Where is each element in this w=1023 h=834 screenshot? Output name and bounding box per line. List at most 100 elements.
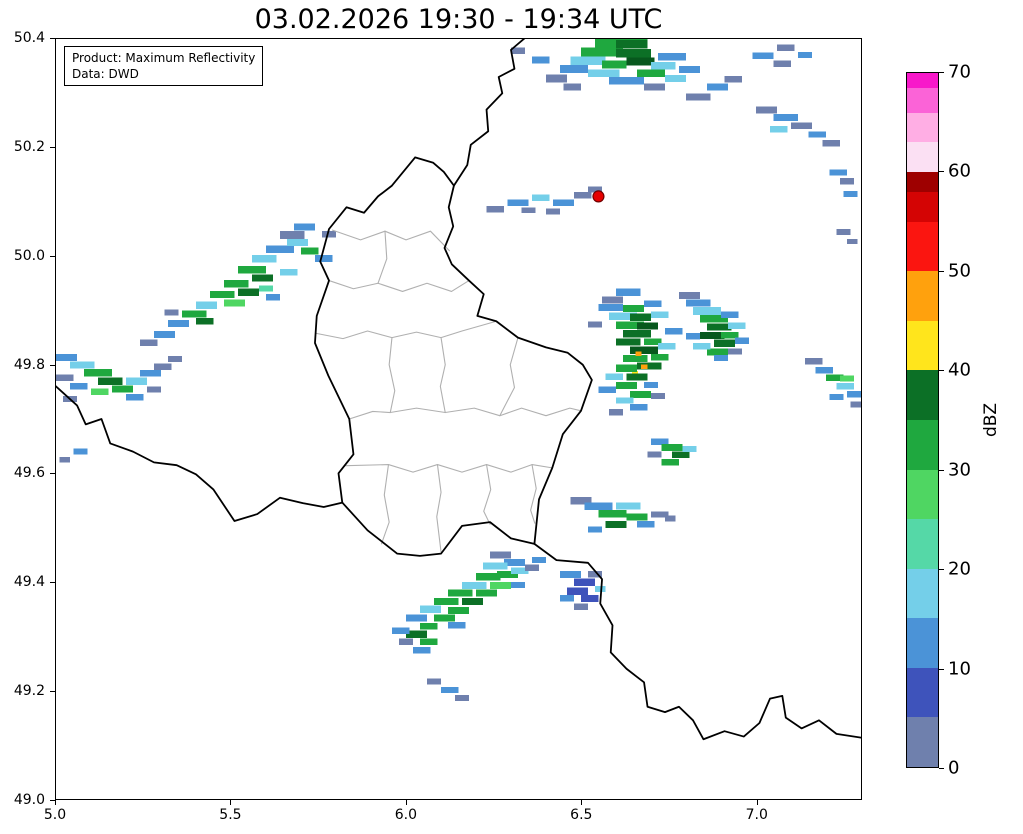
radar-echo-pixel xyxy=(441,687,459,694)
y-tick-label: 49.4 xyxy=(13,574,45,591)
radar-echo-pixel xyxy=(602,296,624,304)
radar-echo-pixel xyxy=(287,238,309,246)
radar-echo-pixel xyxy=(678,66,700,74)
radar-echo-pixel xyxy=(644,300,662,308)
radar-echo-pixel xyxy=(713,354,728,361)
radar-echo-pixel xyxy=(56,374,74,381)
radar-echo-pixel xyxy=(570,497,592,505)
radar-echo-pixel xyxy=(728,322,746,329)
radar-echo-pixel xyxy=(773,113,799,121)
info-data-source-label: Data: DWD xyxy=(72,67,139,82)
info-product-label: Product: Maximum Reflectivity xyxy=(72,51,256,65)
radar-echo-pixel xyxy=(721,311,739,318)
y-tick-mark xyxy=(50,38,55,39)
radar-echo-pixel xyxy=(706,348,729,356)
radar-echo-pixel xyxy=(587,69,620,77)
radar-echo-pixel xyxy=(609,409,623,416)
radar-echo-pixel xyxy=(598,303,623,311)
radar-echo-pixel xyxy=(503,559,526,567)
y-tick-mark xyxy=(50,473,55,475)
colorbar-tick-label: 20 xyxy=(948,558,971,580)
radar-echo-pixel xyxy=(483,562,508,570)
radar-echo-pixel xyxy=(609,312,638,321)
x-tick-mark xyxy=(581,800,583,805)
radar-echo-pixel xyxy=(433,614,456,622)
radar-echo-pixel xyxy=(419,638,438,645)
radar-echo-pixel xyxy=(560,65,589,74)
y-tick-mark xyxy=(50,146,55,148)
radar-echo-pixel xyxy=(735,337,749,345)
radar-echo-pixel xyxy=(622,305,645,313)
radar-echo-pixel xyxy=(682,446,697,453)
radar-echo-pixel xyxy=(238,288,260,296)
radar-echo-pixel xyxy=(644,83,666,91)
district-border xyxy=(345,464,553,473)
radar-echo-pixel xyxy=(644,338,662,346)
radar-echo-pixel xyxy=(91,388,109,396)
radar-echo-pixel xyxy=(490,581,512,589)
radar-echo-pixel xyxy=(448,606,470,614)
radar-echo-pixel xyxy=(626,513,648,521)
radar-echo-pixel xyxy=(773,60,791,68)
colorbar-segment xyxy=(907,172,938,192)
colorbar-segment xyxy=(907,271,938,321)
radar-echo-pixel xyxy=(724,75,742,83)
x-tick-label: 5.0 xyxy=(43,807,67,823)
radar-echo-pixel xyxy=(455,694,469,701)
colorbar-segment xyxy=(907,717,938,767)
radar-echo-pixel xyxy=(836,383,854,390)
y-tick-label: 49.2 xyxy=(13,683,45,700)
radar-echo-pixel xyxy=(755,106,778,114)
radar-echo-pixel xyxy=(829,394,844,401)
radar-echo-pixel xyxy=(636,521,655,528)
radar-echo-pixel xyxy=(570,56,606,66)
radar-echo-pixel xyxy=(280,231,305,239)
radar-echo-pixel xyxy=(839,177,854,185)
colorbar-tick-mark xyxy=(939,270,944,272)
radar-echo-pixel xyxy=(69,383,88,390)
x-tick-label: 7.0 xyxy=(745,807,768,823)
radar-echo-pixel xyxy=(636,322,659,330)
location-marker xyxy=(592,190,605,203)
colorbar xyxy=(906,72,939,768)
radar-echo-pixel xyxy=(399,638,414,645)
colorbar-segment xyxy=(907,667,938,718)
radar-echo-pixel xyxy=(658,53,687,61)
radar-echo-pixel xyxy=(419,605,442,613)
colorbar-segment xyxy=(907,142,938,173)
colorbar-tick-label: 30 xyxy=(948,459,971,481)
radar-echo-pixel xyxy=(195,301,218,309)
radar-echo-pixel xyxy=(641,364,648,370)
radar-echo-pixel xyxy=(574,578,596,587)
radar-echo-pixel xyxy=(510,581,525,588)
radar-echo-pixel xyxy=(622,354,648,363)
radar-echo-pixel xyxy=(223,280,249,288)
y-tick-label: 49.0 xyxy=(13,792,45,808)
radar-echo-pixel xyxy=(770,125,788,133)
district-border xyxy=(331,229,450,252)
colorbar-tick-label: 60 xyxy=(948,160,971,182)
radar-echo-pixel xyxy=(69,361,95,369)
colorbar-segment xyxy=(907,73,938,88)
radar-echo-pixel xyxy=(560,594,575,602)
radar-echo-pixel xyxy=(195,318,214,325)
radar-echo-pixel xyxy=(706,323,732,331)
radar-echo-pixel xyxy=(584,502,613,511)
district-border xyxy=(436,464,442,553)
radar-echo-pixel xyxy=(580,47,623,57)
colorbar-tick-label: 50 xyxy=(948,260,971,282)
radar-echo-pixel xyxy=(406,630,428,638)
radar-echo-pixel xyxy=(700,314,729,323)
plot-title: 03.02.2026 19:30 - 19:34 UTC xyxy=(254,4,663,35)
radar-echo-pixel xyxy=(658,343,676,350)
radar-echo-pixel xyxy=(616,48,652,58)
radar-echo-pixel xyxy=(587,321,602,328)
colorbar-segment xyxy=(907,568,938,619)
radar-echo-pixel xyxy=(651,511,669,518)
radar-echo-pixel xyxy=(651,61,676,70)
radar-echo-pixel xyxy=(265,294,280,301)
y-tick-label: 50.2 xyxy=(13,138,45,155)
y-tick-label: 50.4 xyxy=(13,30,45,46)
radar-echo-pixel xyxy=(563,83,581,91)
